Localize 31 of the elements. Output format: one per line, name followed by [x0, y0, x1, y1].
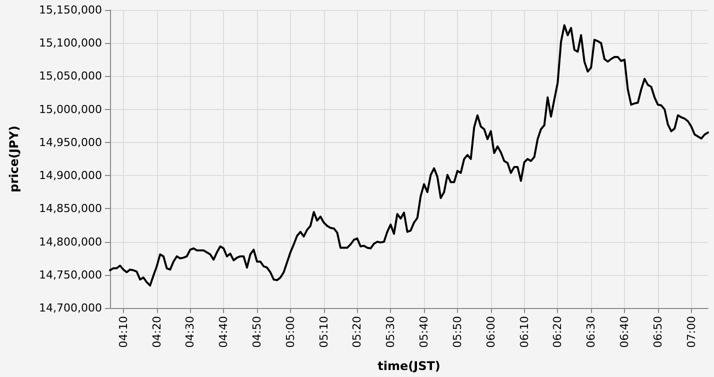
x-tick-label: 07:00 [684, 316, 698, 348]
x-tick-label: 05:40 [418, 316, 431, 348]
x-tick-label: 04:50 [250, 316, 264, 348]
x-tick-label: 04:10 [116, 316, 130, 348]
x-tick-label: 04:40 [217, 316, 230, 348]
y-tick-label: 15,000,000 [39, 102, 102, 116]
y-tick-label: 15,100,000 [39, 36, 102, 50]
x-tick-label: 05:10 [317, 316, 330, 348]
line-series [109, 24, 709, 286]
x-tick-label: 06:20 [551, 316, 564, 348]
y-tick-label: 14,850,000 [39, 202, 102, 216]
x-tick-label: 05:30 [384, 316, 398, 348]
x-tick-label: 06:00 [484, 316, 498, 348]
x-axis-title: time(JST) [378, 359, 440, 373]
x-tick-label: 05:50 [450, 316, 464, 348]
y-tick-label: 14,750,000 [39, 268, 102, 282]
x-tick-label: 05:20 [350, 316, 364, 348]
y-tick-label: 14,700,000 [39, 302, 102, 314]
x-tick-label: 06:50 [651, 316, 664, 348]
x-tick-label: 06:10 [518, 316, 531, 348]
y-tick-label: 15,050,000 [39, 70, 102, 83]
y-tick-label: 14,900,000 [39, 169, 102, 182]
x-tick-label: 04:20 [150, 316, 164, 348]
y-tick-label: 14,950,000 [39, 136, 102, 149]
y-tick-label: 15,150,000 [39, 4, 102, 16]
x-tick-label: 06:30 [584, 316, 598, 348]
x-tick-label: 06:40 [618, 316, 631, 348]
y-axis-title: price(JPY) [7, 126, 21, 192]
x-tick-label: 05:00 [284, 316, 297, 348]
x-tick-label: 04:30 [184, 316, 197, 348]
y-tick-label: 14,800,000 [39, 235, 102, 248]
